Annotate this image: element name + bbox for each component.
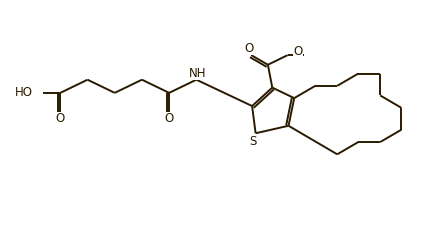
Text: O: O (245, 43, 254, 55)
Text: NH: NH (189, 67, 207, 80)
Text: O: O (164, 112, 174, 125)
Text: S: S (249, 135, 256, 148)
Text: O: O (293, 45, 303, 58)
Text: O: O (56, 112, 65, 125)
Text: HO: HO (15, 86, 33, 99)
